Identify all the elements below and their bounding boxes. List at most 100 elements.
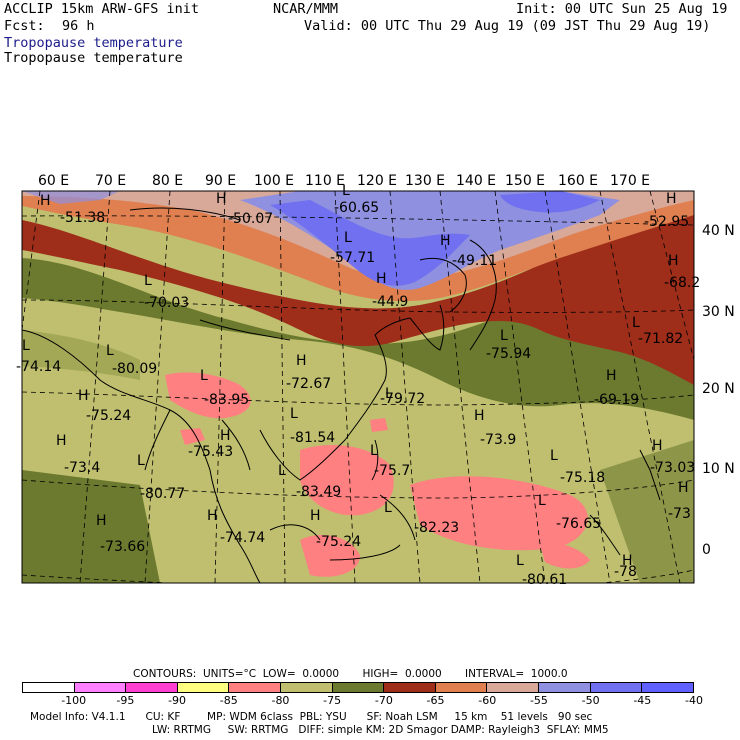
lon-label: 60 E (38, 173, 69, 189)
low-marker: L (538, 493, 546, 509)
high-marker: H (40, 193, 51, 209)
extremum-value: -75.7 (374, 463, 410, 479)
low-marker: L (200, 368, 208, 384)
extremum-value: -73.66 (100, 539, 145, 555)
extremum-value: -50.07 (228, 211, 273, 227)
extremum-value: -70.03 (144, 295, 189, 311)
lat-lon-grid (22, 191, 694, 583)
low-marker: L (137, 453, 145, 469)
lon-label: 90 E (205, 173, 236, 189)
extremum-value: -75.43 (188, 444, 233, 460)
low-marker: L (384, 500, 392, 516)
low-marker: L (370, 443, 378, 459)
extremum-value: -79.72 (380, 391, 425, 407)
map-frame (21, 190, 695, 584)
temperature-fill (22, 191, 694, 583)
extremum-value: -60.65 (334, 200, 379, 216)
low-marker: L (516, 553, 524, 569)
extremum-value: -73.9 (480, 432, 516, 448)
field-title-secondary: Tropopause temperature (4, 50, 183, 66)
extremum-value: -73 (668, 506, 691, 522)
extrema-labels: H-51.38H-50.07L-60.65H-52.95L-57.71H-49.… (16, 183, 700, 588)
legend-tick-label: -95 (116, 694, 135, 707)
extremum-value: -80.09 (112, 361, 157, 377)
legend-swatch (642, 683, 693, 692)
longitude-axis: 60 E 70 E 80 E 90 E 100 E 110 E 120 E 130 E 140 … (38, 173, 650, 189)
model-title: ACCLIP 15km ARW-GFS init (4, 1, 200, 17)
lon-label: 170 E (610, 173, 650, 189)
high-marker: H (78, 388, 89, 404)
low-marker: L (278, 463, 286, 479)
high-marker: H (376, 271, 387, 287)
high-marker: H (666, 191, 677, 207)
extremum-value: -52.95 (644, 214, 689, 230)
extremum-value: -71.82 (638, 331, 683, 347)
low-marker: L (550, 448, 558, 464)
low-marker: L (385, 386, 393, 402)
legend-swatch (590, 683, 643, 692)
extremum-value: -80.61 (522, 572, 567, 588)
extremum-value: -75.24 (86, 408, 131, 424)
legend-swatch (332, 683, 385, 692)
field-title-primary: Tropopause temperature (4, 35, 183, 51)
lon-label: 150 E (505, 173, 545, 189)
lon-label: 70 E (95, 173, 126, 189)
low-marker: L (144, 273, 152, 289)
lon-label: 100 E (254, 173, 294, 189)
extremum-value: -83.49 (296, 484, 341, 500)
high-marker: H (220, 428, 231, 444)
contour-info: CONTOURS: UNITS=°C LOW= 0.0000 HIGH= 0.0… (133, 668, 568, 680)
lat-label: 10 N (702, 461, 735, 477)
lon-label: 160 E (558, 173, 598, 189)
legend-swatch (23, 683, 75, 692)
high-marker: H (668, 253, 679, 269)
extremum-value: -74.74 (220, 530, 265, 546)
model-info-line-1: Model Info: V4.1.1 CU: KF MP: WDM 6class… (30, 711, 593, 723)
forecast-hour: 96 h (62, 18, 95, 34)
legend-swatch (229, 683, 282, 692)
high-marker: H (207, 508, 218, 524)
lat-label: 30 N (702, 304, 735, 320)
lon-label: 140 E (456, 173, 496, 189)
latitude-axis: 40 N 30 N 20 N 10 N 0 (702, 223, 735, 558)
high-marker: H (310, 508, 321, 524)
extremum-value: -75.94 (486, 346, 531, 362)
extremum-value: -74.14 (16, 359, 61, 375)
high-marker: H (296, 353, 307, 369)
high-marker: H (474, 408, 485, 424)
high-marker: H (606, 368, 617, 384)
extremum-value: -76.65 (556, 516, 601, 532)
low-marker: L (344, 230, 352, 246)
legend-tick-label: -50 (581, 694, 600, 707)
legend-tick-label: -75 (323, 694, 342, 707)
legend-tick-label: -45 (633, 694, 652, 707)
legend-tick-label: -65 (426, 694, 445, 707)
low-marker: L (22, 338, 30, 354)
legend-swatch (281, 683, 333, 692)
low-marker: L (290, 406, 298, 422)
low-marker: L (632, 315, 640, 331)
extremum-value: -73.4 (64, 460, 100, 476)
legend-swatch (384, 683, 436, 692)
legend-tick-label: -90 (168, 694, 187, 707)
extremum-value: -44.9 (372, 294, 408, 310)
extremum-value: -75.24 (316, 534, 361, 550)
extremum-value: -73.03 (650, 460, 695, 476)
coastlines (22, 207, 661, 583)
legend-swatch (74, 683, 127, 692)
extremum-value: -69.19 (594, 392, 639, 408)
legend-tick-label: -60 (478, 694, 497, 707)
high-marker: H (652, 438, 663, 454)
valid-time: Valid: 00 UTC Thu 29 Aug 19 (09 JST Thu … (304, 18, 711, 34)
low-marker: L (500, 328, 508, 344)
legend-tick-label: -70 (374, 694, 393, 707)
high-marker: H (96, 513, 107, 529)
lon-label: 120 E (357, 173, 397, 189)
extremum-value: -68.2 (664, 275, 700, 291)
forecast-label: Fcst: (4, 18, 45, 34)
lon-label: 80 E (152, 173, 183, 189)
legend-swatch (177, 683, 230, 692)
center-label: NCAR/MMM (273, 1, 339, 17)
legend-tick-label: -55 (529, 694, 548, 707)
